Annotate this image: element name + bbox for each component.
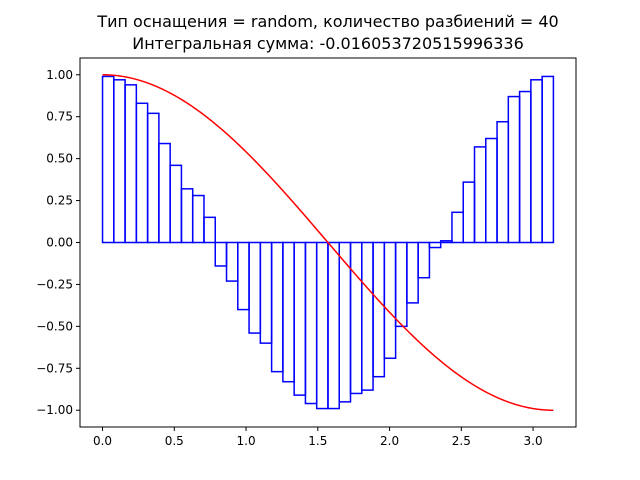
x-tick-label-4: 2.0 bbox=[380, 434, 399, 448]
y-tick-label-3: −0.25 bbox=[36, 277, 73, 291]
y-tick-label-2: −0.50 bbox=[36, 319, 73, 333]
y-tick-label-1: −0.75 bbox=[36, 361, 73, 375]
plot-area: 0.0 0.5 1.0 1.5 2.0 2.5 3.0 −1.00 −0.75 −0.50 −0.2… bbox=[36, 57, 577, 448]
bar-39 bbox=[541, 75, 555, 244]
y-tick-label-7: 0.75 bbox=[46, 110, 73, 124]
x-tick-label-2: 1.0 bbox=[237, 434, 256, 448]
x-tick-label-0: 0.0 bbox=[93, 434, 112, 448]
x-tick-label-1: 0.5 bbox=[165, 434, 184, 448]
y-tick-label-4: 0.00 bbox=[46, 236, 73, 250]
chart-subtitle: Интегральная сумма: -0.01605372051599633… bbox=[132, 34, 524, 53]
x-tick-label-5: 2.5 bbox=[452, 434, 471, 448]
y-tick-label-5: 0.25 bbox=[46, 194, 73, 208]
bar-29 bbox=[428, 241, 442, 249]
x-tick-label-6: 3.0 bbox=[524, 434, 543, 448]
y-tick-label-6: 0.50 bbox=[46, 152, 73, 166]
bar-28 bbox=[417, 241, 431, 279]
x-tick-label-3: 1.5 bbox=[308, 434, 327, 448]
bar-9 bbox=[203, 216, 217, 244]
y-tick-label-0: −1.00 bbox=[36, 403, 73, 417]
function-curve bbox=[102, 74, 554, 411]
chart-title: Тип оснащения = random, количество разби… bbox=[96, 12, 558, 31]
y-tick-label-8: 1.00 bbox=[46, 68, 73, 82]
